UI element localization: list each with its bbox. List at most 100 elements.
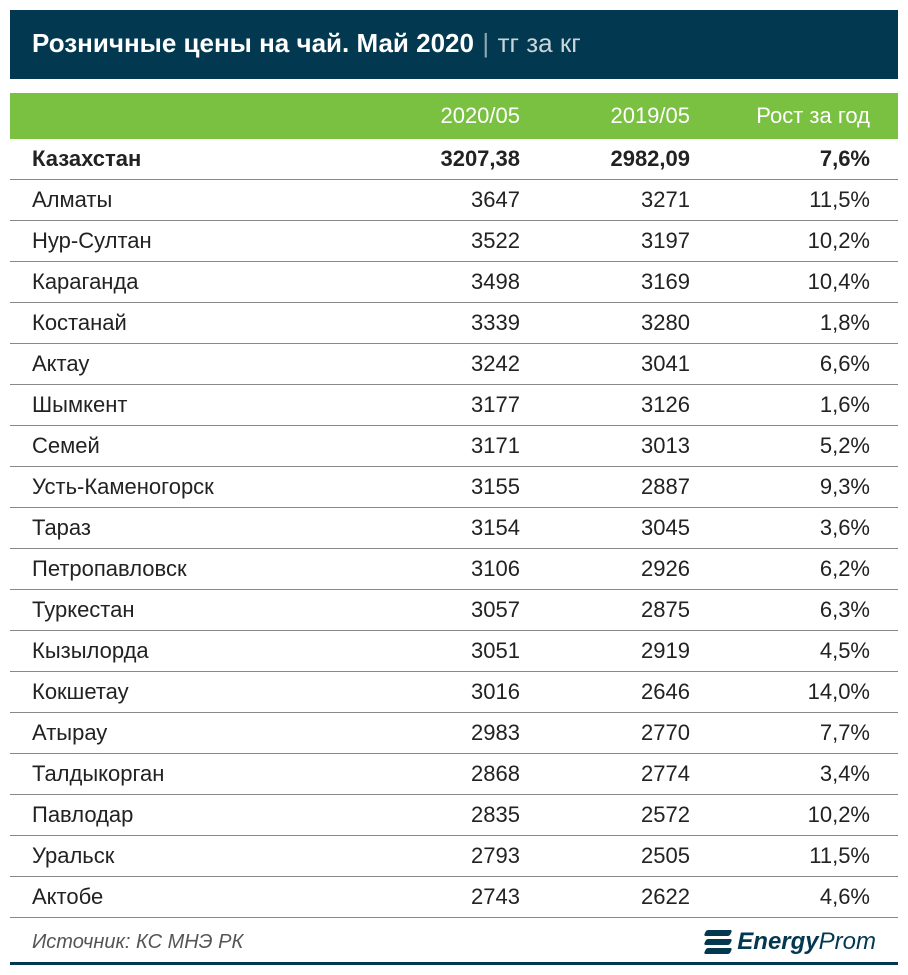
- cell-region: Кокшетау: [10, 679, 370, 705]
- cell-region: Петропавловск: [10, 556, 370, 582]
- cell-2019: 3280: [540, 310, 710, 336]
- cell-2020: 3016: [370, 679, 540, 705]
- cell-2020: 3057: [370, 597, 540, 623]
- cell-growth: 4,5%: [710, 638, 898, 664]
- cell-region: Нур-Султан: [10, 228, 370, 254]
- logo-bars-icon: [705, 930, 731, 954]
- source-text: Источник: КС МНЭ РК: [32, 931, 243, 954]
- table-row: Усть-Каменогорск315528879,3%: [10, 467, 898, 508]
- cell-growth: 10,4%: [710, 269, 898, 295]
- cell-2019: 3013: [540, 433, 710, 459]
- table-row: Актобе274326224,6%: [10, 877, 898, 918]
- cell-2019: 2774: [540, 761, 710, 787]
- cell-region: Шымкент: [10, 392, 370, 418]
- title-main: Розничные цены на чай. Май 2020: [32, 28, 474, 58]
- cell-2019: 2646: [540, 679, 710, 705]
- table-row: Семей317130135,2%: [10, 426, 898, 467]
- header-col-2020: 2020/05: [370, 103, 540, 129]
- cell-region: Актобе: [10, 884, 370, 910]
- logo: EnergyProm: [705, 928, 876, 956]
- table-body: Алматы3647327111,5%Нур-Султан3522319710,…: [10, 180, 898, 918]
- cell-region: Туркестан: [10, 597, 370, 623]
- title-subtitle: тг за кг: [498, 28, 581, 58]
- cell-2019: 2505: [540, 843, 710, 869]
- table-header: 2020/05 2019/05 Рост за год: [10, 93, 898, 139]
- cell-2020: 2983: [370, 720, 540, 746]
- footer: Источник: КС МНЭ РК EnergyProm: [10, 918, 898, 965]
- cell-2019: 2887: [540, 474, 710, 500]
- header-col-growth: Рост за год: [710, 103, 898, 129]
- cell-growth: 6,2%: [710, 556, 898, 582]
- cell-region: Семей: [10, 433, 370, 459]
- cell-region: Павлодар: [10, 802, 370, 828]
- cell-region: Уральск: [10, 843, 370, 869]
- cell-region: Казахстан: [10, 146, 370, 172]
- cell-2019: 3041: [540, 351, 710, 377]
- cell-2020: 3051: [370, 638, 540, 664]
- cell-2020: 3647: [370, 187, 540, 213]
- cell-2019: 2982,09: [540, 146, 710, 172]
- table-row: Уральск2793250511,5%: [10, 836, 898, 877]
- table-row: Петропавловск310629266,2%: [10, 549, 898, 590]
- cell-2019: 3271: [540, 187, 710, 213]
- cell-2019: 2770: [540, 720, 710, 746]
- cell-2020: 3177: [370, 392, 540, 418]
- table-container: Розничные цены на чай. Май 2020 | тг за …: [10, 10, 898, 965]
- table-row: Туркестан305728756,3%: [10, 590, 898, 631]
- cell-region: Караганда: [10, 269, 370, 295]
- cell-2019: 2572: [540, 802, 710, 828]
- cell-growth: 6,6%: [710, 351, 898, 377]
- cell-growth: 1,8%: [710, 310, 898, 336]
- table-row: Атырау298327707,7%: [10, 713, 898, 754]
- header-col-2019: 2019/05: [540, 103, 710, 129]
- cell-2020: 3171: [370, 433, 540, 459]
- logo-suffix: Prom: [819, 928, 876, 955]
- cell-region: Талдыкорган: [10, 761, 370, 787]
- cell-region: Костанай: [10, 310, 370, 336]
- table-row: Шымкент317731261,6%: [10, 385, 898, 426]
- cell-growth: 10,2%: [710, 228, 898, 254]
- cell-region: Атырау: [10, 720, 370, 746]
- cell-2020: 3106: [370, 556, 540, 582]
- cell-2019: 3169: [540, 269, 710, 295]
- cell-2020: 2835: [370, 802, 540, 828]
- cell-2020: 3242: [370, 351, 540, 377]
- cell-growth: 11,5%: [710, 843, 898, 869]
- cell-region: Алматы: [10, 187, 370, 213]
- cell-2019: 3045: [540, 515, 710, 541]
- cell-growth: 6,3%: [710, 597, 898, 623]
- table-row: Нур-Султан3522319710,2%: [10, 221, 898, 262]
- cell-2019: 2875: [540, 597, 710, 623]
- cell-2020: 3498: [370, 269, 540, 295]
- cell-2019: 3126: [540, 392, 710, 418]
- table-row: Караганда3498316910,4%: [10, 262, 898, 303]
- cell-growth: 3,6%: [710, 515, 898, 541]
- header-region: [10, 103, 370, 129]
- logo-prefix: Energy: [737, 928, 818, 955]
- cell-2020: 3339: [370, 310, 540, 336]
- cell-2020: 3522: [370, 228, 540, 254]
- cell-growth: 10,2%: [710, 802, 898, 828]
- table-row: Костанай333932801,8%: [10, 303, 898, 344]
- cell-growth: 9,3%: [710, 474, 898, 500]
- cell-2020: 2743: [370, 884, 540, 910]
- table-row: Талдыкорган286827743,4%: [10, 754, 898, 795]
- table-row: Алматы3647327111,5%: [10, 180, 898, 221]
- cell-growth: 7,7%: [710, 720, 898, 746]
- cell-growth: 5,2%: [710, 433, 898, 459]
- cell-2020: 2868: [370, 761, 540, 787]
- title-separator: |: [478, 28, 493, 58]
- cell-2020: 2793: [370, 843, 540, 869]
- cell-growth: 1,6%: [710, 392, 898, 418]
- cell-growth: 4,6%: [710, 884, 898, 910]
- cell-growth: 14,0%: [710, 679, 898, 705]
- table-row-total: Казахстан 3207,38 2982,09 7,6%: [10, 139, 898, 180]
- cell-2020: 3154: [370, 515, 540, 541]
- table-row: Павлодар2835257210,2%: [10, 795, 898, 836]
- cell-region: Актау: [10, 351, 370, 377]
- cell-region: Усть-Каменогорск: [10, 474, 370, 500]
- cell-region: Кызылорда: [10, 638, 370, 664]
- cell-2020: 3207,38: [370, 146, 540, 172]
- cell-growth: 11,5%: [710, 187, 898, 213]
- title-spacer: [10, 79, 898, 93]
